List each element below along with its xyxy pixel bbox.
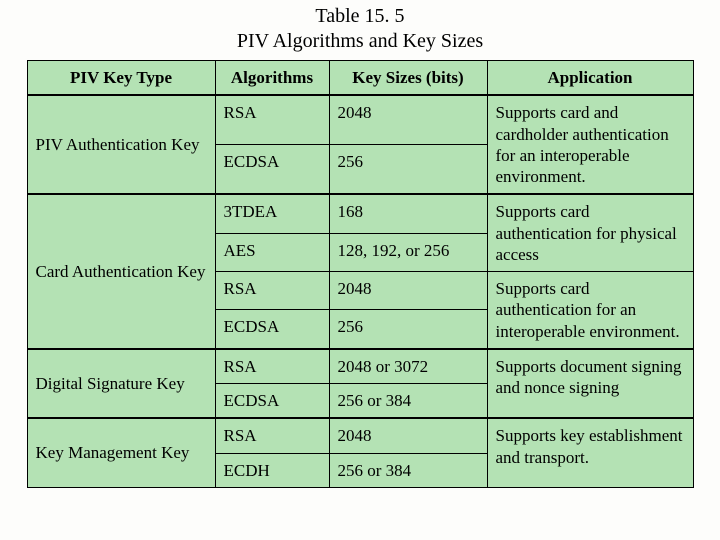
table-row: PIV Authentication KeyRSA2048Supports ca… [27,95,693,145]
cell-algorithm: ECDSA [215,310,329,349]
table-header-row: PIV Key Type Algorithms Key Sizes (bits)… [27,61,693,96]
cell-key-type: Digital Signature Key [27,349,215,419]
cell-application: Supports card authentication for an inte… [487,272,693,349]
cell-key-sizes: 2048 or 3072 [329,349,487,384]
cell-key-sizes: 256 or 384 [329,384,487,419]
col-header-algorithm: Algorithms [215,61,329,96]
cell-algorithm: ECDH [215,453,329,487]
table-body: PIV Authentication KeyRSA2048Supports ca… [27,95,693,487]
cell-key-sizes: 256 [329,310,487,349]
cell-key-type: Key Management Key [27,418,215,487]
col-header-application: Application [487,61,693,96]
col-header-key-type: PIV Key Type [27,61,215,96]
cell-algorithm: RSA [215,349,329,384]
table-row: Card Authentication Key3TDEA168Supports … [27,194,693,233]
cell-key-type: Card Authentication Key [27,194,215,349]
cell-key-sizes: 128, 192, or 256 [329,233,487,271]
cell-key-sizes: 256 or 384 [329,453,487,487]
cell-algorithm: 3TDEA [215,194,329,233]
table-title: Table 15. 5 PIV Algorithms and Key Sizes [0,0,720,60]
cell-key-sizes: 2048 [329,418,487,453]
cell-application: Supports card authentication for physica… [487,194,693,271]
cell-application: Supports card and cardholder authenticat… [487,95,693,194]
cell-key-sizes: 2048 [329,95,487,145]
cell-key-type: PIV Authentication Key [27,95,215,194]
title-line-2: PIV Algorithms and Key Sizes [237,30,483,52]
table-row: Digital Signature KeyRSA2048 or 3072Supp… [27,349,693,384]
col-header-key-sizes: Key Sizes (bits) [329,61,487,96]
cell-key-sizes: 256 [329,145,487,195]
cell-algorithm: RSA [215,95,329,145]
cell-algorithm: AES [215,233,329,271]
cell-key-sizes: 168 [329,194,487,233]
cell-application: Supports document signing and nonce sign… [487,349,693,419]
cell-algorithm: RSA [215,272,329,310]
cell-algorithm: ECDSA [215,384,329,419]
cell-application: Supports key establishment and transport… [487,418,693,487]
title-line-1: Table 15. 5 [315,5,404,27]
piv-table: PIV Key Type Algorithms Key Sizes (bits)… [27,60,694,488]
table-row: Key Management KeyRSA2048Supports key es… [27,418,693,453]
cell-key-sizes: 2048 [329,272,487,310]
cell-algorithm: ECDSA [215,145,329,195]
cell-algorithm: RSA [215,418,329,453]
